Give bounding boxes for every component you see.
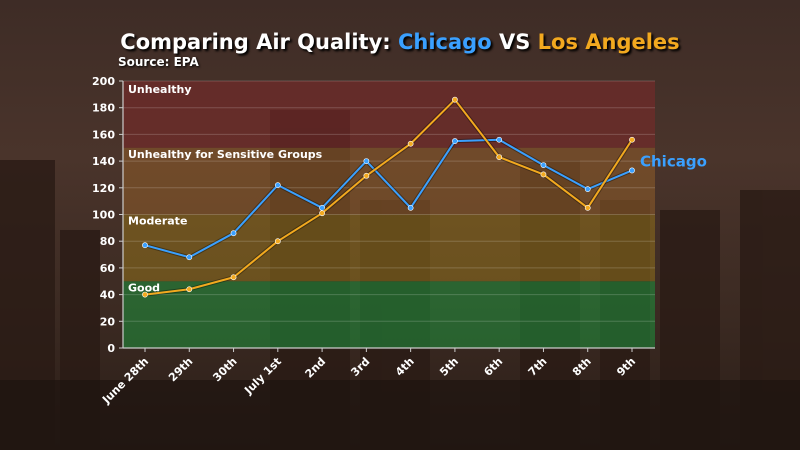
zone-label-2: Unhealthy for Sensitive Groups <box>128 148 323 161</box>
y-tick-label-2: 40 <box>100 289 116 302</box>
x-tick-label-11: 9th <box>614 355 638 379</box>
series-0-point-9 <box>540 162 547 169</box>
series-label-chicago: Chicago <box>640 152 707 170</box>
y-tick-label-5: 100 <box>92 209 115 222</box>
x-tick-label-8: 6th <box>481 355 505 379</box>
series-1-point-11 <box>629 136 635 143</box>
zone-band-1 <box>123 214 655 282</box>
y-tick-label-6: 120 <box>92 182 115 195</box>
series-0-point-3 <box>274 182 281 189</box>
x-tick-label-1: 29th <box>166 355 195 384</box>
zone-band-3 <box>123 81 655 148</box>
title-city-chicago: Chicago <box>398 30 492 54</box>
series-1-point-1 <box>186 286 193 293</box>
aqi-zones <box>123 81 655 348</box>
x-axis-ticks: June 28th 29th 30th July 1st 2nd 3rd 4th 5th 6th… <box>99 348 638 407</box>
series-1-point-3 <box>274 238 281 245</box>
series-0-point-5 <box>363 158 370 164</box>
x-tick-label-10: 8th <box>570 355 594 379</box>
series-1-point-0 <box>142 291 148 298</box>
y-tick-label-9: 180 <box>92 102 115 115</box>
y-tick-label-7: 140 <box>92 155 115 168</box>
series-0-point-2 <box>230 230 237 237</box>
y-tick-label-3: 60 <box>100 262 116 275</box>
series-1-point-7 <box>452 96 458 103</box>
data-series <box>142 96 635 298</box>
series-1-point-5 <box>363 172 370 179</box>
series-0-point-11 <box>629 167 635 174</box>
y-tick-label-4: 80 <box>100 235 116 248</box>
x-tick-label-6: 4th <box>393 355 417 379</box>
y-tick-label-8: 160 <box>92 128 115 141</box>
series-1-point-9 <box>540 171 547 178</box>
series-1-point-4 <box>319 210 325 217</box>
grid-lines <box>123 80 655 349</box>
x-tick-label-4: 2nd <box>303 355 329 381</box>
title-prefix: Comparing Air Quality: <box>120 30 398 54</box>
zone-label-3: Unhealthy <box>128 83 192 96</box>
zone-labels: Good Moderate Unhealthy for Sensitive Grou… <box>128 83 323 294</box>
series-0-point-10 <box>584 186 591 193</box>
series-0-point-0 <box>142 242 148 249</box>
series-0-point-6 <box>407 204 414 211</box>
chart-subtitle: Source: EPA <box>118 55 199 69</box>
y-tick-label-1: 20 <box>100 315 116 328</box>
y-tick-label-0: 0 <box>107 342 115 355</box>
chart-title: Comparing Air Quality: Chicago VS Los An… <box>0 30 800 54</box>
y-axis-ticks: 0 20 40 60 80 100 120 140 160 180 200 <box>92 75 123 355</box>
x-tick-label-3: July 1st <box>241 355 284 398</box>
title-separator: VS <box>491 30 538 54</box>
zone-band-0 <box>123 281 655 348</box>
series-0-point-7 <box>452 138 458 144</box>
series-line-1 <box>144 98 633 296</box>
zone-label-0: Good <box>128 281 160 294</box>
x-tick-label-9: 7th <box>526 355 550 379</box>
series-1-point-10 <box>584 204 591 211</box>
series-1-point-8 <box>496 154 503 160</box>
x-tick-label-0: June 28th <box>99 355 151 407</box>
x-tick-label-7: 5th <box>437 355 461 379</box>
series-0-point-1 <box>186 254 193 261</box>
series-0-point-8 <box>496 136 503 143</box>
series-1-point-6 <box>407 140 414 147</box>
y-tick-label-10: 200 <box>92 75 115 88</box>
series-line-0 <box>144 138 633 259</box>
series-1-point-2 <box>230 274 237 281</box>
x-tick-label-5: 3rd <box>348 355 372 379</box>
x-tick-label-2: 30th <box>210 355 239 384</box>
zone-label-1: Moderate <box>128 215 187 228</box>
title-city-los-angeles: Los Angeles <box>537 30 680 54</box>
